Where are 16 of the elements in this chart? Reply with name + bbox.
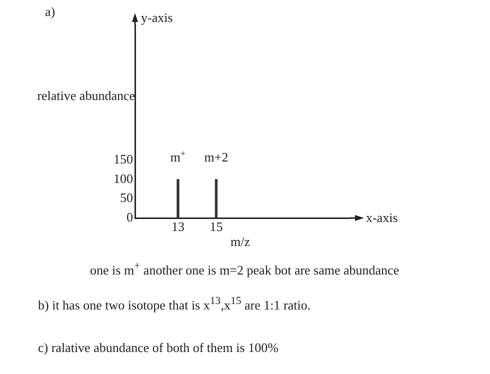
y-tick-label: 50 [120, 190, 133, 206]
y-tick-label: 100 [114, 170, 133, 186]
text: c) ralative abundance of both of them is 100% [38, 340, 278, 356]
y-tick-label: 150 [114, 152, 133, 167]
x-tick-label: 13 [172, 219, 184, 234]
y-tick-label: 0 [126, 209, 133, 224]
text: one is m$^{+}$ another one is m=2 peak bot are same abundance [90, 260, 400, 278]
annotation: y-axis [141, 10, 173, 25]
text: x-axis [366, 210, 398, 225]
x-tick-label: 15 [210, 219, 223, 234]
y-axis-title: relative abundance [37, 88, 136, 103]
annotation: m+2 [204, 149, 228, 164]
text: b) it has one two isotope that is x$^{13}$,x$^{15}$ are 1:1 ratio. [38, 295, 311, 314]
x-axis-title: m/z [230, 234, 250, 249]
annotation: m+ [170, 148, 186, 164]
chart-title: a) [45, 4, 56, 19]
